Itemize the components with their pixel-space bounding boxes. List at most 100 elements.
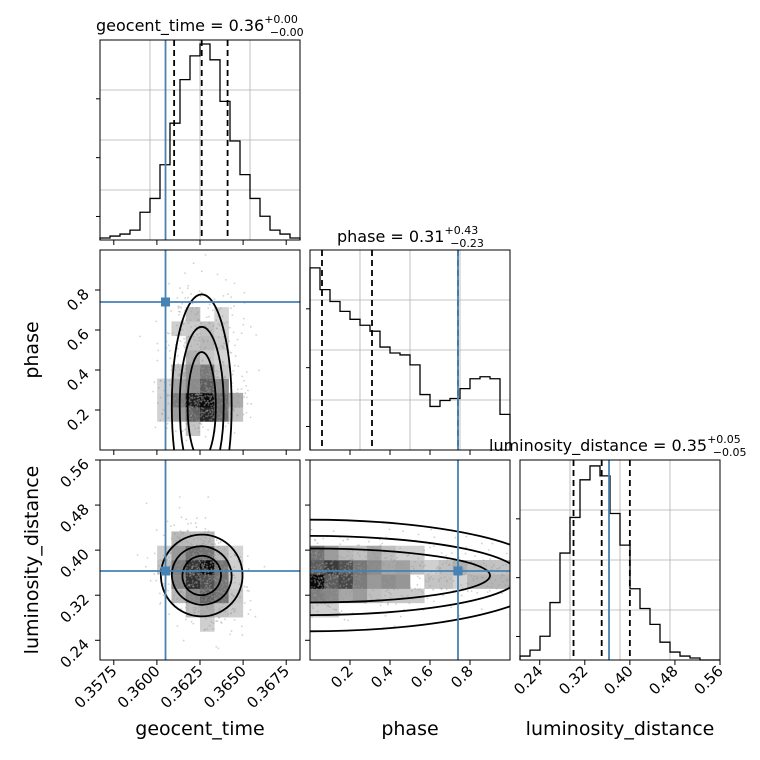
sample-point-phase-vs-luminosity_distance-700 xyxy=(409,571,412,574)
sample-point-geocent_time-vs-phase-56 xyxy=(155,320,158,323)
sample-point-geocent_time-vs-phase-770 xyxy=(207,395,210,398)
sample-point-geocent_time-vs-luminosity_distance-1160 xyxy=(212,560,215,563)
sample-point-phase-vs-luminosity_distance-742 xyxy=(388,563,391,566)
density-cell-phase-vs-luminosity_distance-102 xyxy=(367,545,382,561)
sample-point-geocent_time-vs-phase-1354 xyxy=(205,409,208,412)
density-cell-geocent_time-vs-phase-35 xyxy=(200,407,215,422)
density-cell-geocent_time-vs-luminosity_distance-51 xyxy=(228,602,244,618)
sample-point-geocent_time-vs-phase-442 xyxy=(207,412,210,415)
sample-point-phase-vs-luminosity_distance-16 xyxy=(371,583,374,586)
density-cell-geocent_time-vs-luminosity_distance-117 xyxy=(171,531,187,547)
contour-geocent_time-vs-phase-2 xyxy=(170,293,233,450)
sample-point-geocent_time-vs-phase-722 xyxy=(214,376,217,379)
sample-point-phase-vs-luminosity_distance-652 xyxy=(458,614,461,617)
sample-point-geocent_time-vs-phase-572 xyxy=(193,389,195,392)
sample-point-geocent_time-vs-luminosity_distance-862 xyxy=(159,559,162,561)
sample-point-geocent_time-vs-phase-1208 xyxy=(189,400,192,403)
sample-point-geocent_time-vs-luminosity_distance-1090 xyxy=(191,565,194,568)
sample-point-phase-vs-luminosity_distance-770 xyxy=(342,539,345,542)
sample-point-geocent_time-vs-luminosity_distance-864 xyxy=(186,608,189,611)
sample-point-phase-vs-luminosity_distance-20 xyxy=(334,557,336,559)
sample-point-geocent_time-vs-phase-676 xyxy=(201,360,204,363)
sample-point-geocent_time-vs-phase-710 xyxy=(233,344,236,347)
sample-point-geocent_time-vs-phase-1240 xyxy=(210,401,213,404)
sample-point-phase-vs-luminosity_distance-626 xyxy=(398,580,401,583)
sample-point-geocent_time-vs-luminosity_distance-252 xyxy=(203,610,206,613)
sample-point-phase-vs-luminosity_distance-532 xyxy=(319,591,322,593)
sample-point-geocent_time-vs-phase-316 xyxy=(178,368,181,371)
sample-point-phase-vs-luminosity_distance-826 xyxy=(347,571,350,574)
sample-point-geocent_time-vs-phase-452 xyxy=(163,389,165,392)
sample-point-phase-vs-luminosity_distance-732 xyxy=(505,563,507,566)
truth-marker-geocent_time-vs-phase xyxy=(161,297,171,307)
sample-point-phase-vs-luminosity_distance-1336 xyxy=(373,553,376,556)
sample-point-phase-vs-luminosity_distance-724 xyxy=(314,580,317,583)
sample-point-geocent_time-vs-luminosity_distance-1024 xyxy=(145,565,147,568)
sample-point-phase-vs-luminosity_distance-1220 xyxy=(334,576,336,579)
sample-point-geocent_time-vs-luminosity_distance-1262 xyxy=(221,599,224,602)
sample-point-geocent_time-vs-luminosity_distance-1296 xyxy=(207,541,210,543)
sample-point-phase-vs-luminosity_distance-860 xyxy=(368,586,370,589)
sample-point-geocent_time-vs-luminosity_distance-380 xyxy=(211,543,213,546)
sample-point-geocent_time-vs-phase-342 xyxy=(206,394,209,397)
sample-point-phase-vs-luminosity_distance-1340 xyxy=(313,556,316,559)
sample-point-geocent_time-vs-phase-22 xyxy=(224,425,227,428)
sample-point-geocent_time-vs-phase-392 xyxy=(233,364,236,367)
sample-point-geocent_time-vs-luminosity_distance-108 xyxy=(223,548,226,551)
sample-point-geocent_time-vs-luminosity_distance-1118 xyxy=(202,565,205,568)
sample-point-phase-vs-luminosity_distance-970 xyxy=(346,574,349,576)
sample-point-geocent_time-vs-phase-764 xyxy=(205,383,208,385)
sample-point-geocent_time-vs-phase-46 xyxy=(193,382,196,385)
sample-point-geocent_time-vs-luminosity_distance-342 xyxy=(221,592,224,594)
sample-point-geocent_time-vs-luminosity_distance-160 xyxy=(187,550,189,553)
sample-point-phase-vs-luminosity_distance-906 xyxy=(379,538,381,541)
sample-point-geocent_time-vs-luminosity_distance-420 xyxy=(204,568,207,571)
sample-point-geocent_time-vs-luminosity_distance-182 xyxy=(212,554,215,557)
sample-point-geocent_time-vs-phase-368 xyxy=(191,412,193,415)
sample-point-phase-vs-luminosity_distance-692 xyxy=(369,575,372,577)
sample-point-phase-vs-luminosity_distance-576 xyxy=(500,574,503,576)
sample-point-geocent_time-vs-phase-1254 xyxy=(198,420,201,423)
sample-point-geocent_time-vs-phase-1278 xyxy=(233,305,235,308)
sample-point-geocent_time-vs-phase-534 xyxy=(204,435,207,438)
sample-point-geocent_time-vs-phase-1118 xyxy=(219,386,222,389)
sample-point-geocent_time-vs-luminosity_distance-648 xyxy=(233,566,236,569)
sample-point-geocent_time-vs-luminosity_distance-1288 xyxy=(171,558,174,561)
sample-point-geocent_time-vs-phase-1166 xyxy=(229,351,231,354)
sample-point-geocent_time-vs-phase-1332 xyxy=(192,262,195,265)
sample-point-phase-vs-luminosity_distance-1088 xyxy=(466,582,469,585)
sample-point-phase-vs-luminosity_distance-82 xyxy=(440,587,442,590)
sample-point-geocent_time-vs-phase-354 xyxy=(207,429,209,431)
sample-point-geocent_time-vs-phase-1368 xyxy=(198,422,201,425)
sample-point-geocent_time-vs-luminosity_distance-328 xyxy=(200,613,203,615)
sample-point-geocent_time-vs-luminosity_distance-618 xyxy=(203,576,206,579)
sample-point-geocent_time-vs-phase-118 xyxy=(176,297,179,299)
sample-point-geocent_time-vs-phase-868 xyxy=(208,395,211,398)
sample-point-phase-vs-luminosity_distance-32 xyxy=(414,587,417,590)
sample-point-phase-vs-luminosity_distance-424 xyxy=(441,563,444,566)
sample-point-phase-vs-luminosity_distance-1138 xyxy=(385,590,387,592)
sample-point-geocent_time-vs-luminosity_distance-1026 xyxy=(175,571,178,574)
sample-point-phase-vs-luminosity_distance-160 xyxy=(313,538,316,541)
sample-point-geocent_time-vs-phase-730 xyxy=(198,319,201,322)
sample-point-phase-vs-luminosity_distance-904 xyxy=(393,625,396,628)
sample-point-geocent_time-vs-luminosity_distance-100 xyxy=(237,560,240,563)
sample-point-geocent_time-vs-luminosity_distance-316 xyxy=(176,544,179,547)
sample-point-geocent_time-vs-phase-1144 xyxy=(213,395,215,398)
sample-point-geocent_time-vs-luminosity_distance-672 xyxy=(188,584,190,587)
sample-point-phase-vs-luminosity_distance-86 xyxy=(316,579,319,582)
sample-point-geocent_time-vs-luminosity_distance-206 xyxy=(194,607,197,610)
density-cell-phase-vs-luminosity_distance-79 xyxy=(438,574,454,589)
density-cell-geocent_time-vs-phase-63 xyxy=(200,378,215,394)
sample-point-geocent_time-vs-phase-878 xyxy=(226,408,229,411)
sample-point-geocent_time-vs-phase-114 xyxy=(207,389,210,392)
sample-point-phase-vs-luminosity_distance-812 xyxy=(449,577,452,580)
sample-point-geocent_time-vs-luminosity_distance-856 xyxy=(217,616,220,619)
sample-point-phase-vs-luminosity_distance-72 xyxy=(350,561,352,563)
sample-point-geocent_time-vs-luminosity_distance-544 xyxy=(184,578,187,580)
sample-point-geocent_time-vs-phase-796 xyxy=(210,329,213,332)
sample-point-phase-vs-luminosity_distance-470 xyxy=(326,585,329,588)
sample-point-phase-vs-luminosity_distance-1240 xyxy=(458,564,461,567)
density-cell-geocent_time-vs-phase-92 xyxy=(214,350,229,365)
sample-point-geocent_time-vs-luminosity_distance-564 xyxy=(211,599,214,602)
